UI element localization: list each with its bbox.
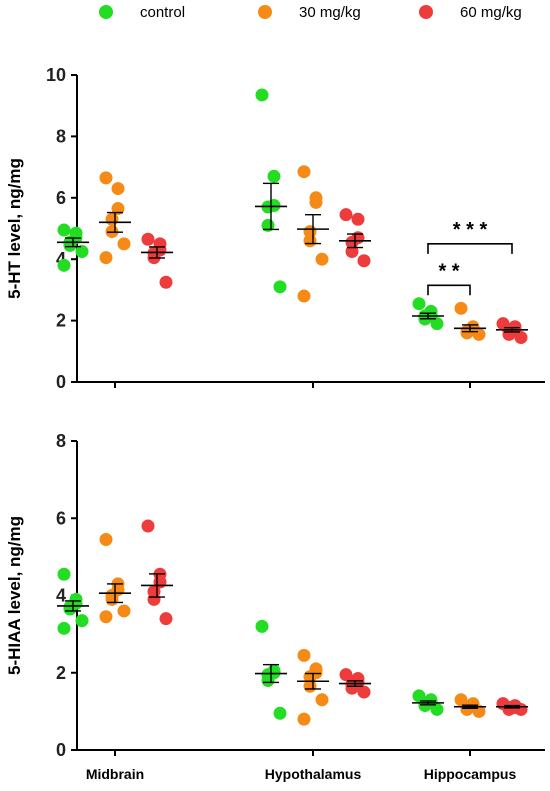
data-point-60-mg-kg xyxy=(339,208,353,222)
x-category-label-midbrain: Midbrain xyxy=(86,766,144,782)
data-point-control xyxy=(261,673,275,687)
significance-label: * * * xyxy=(453,219,488,241)
y-tick-label: 0 xyxy=(56,740,66,760)
data-point-30-mg-kg xyxy=(117,237,131,251)
data-point-control xyxy=(267,169,281,183)
data-point-30-mg-kg xyxy=(309,195,323,209)
data-point-control xyxy=(255,88,269,102)
data-point-control xyxy=(63,238,77,252)
y-axis-title: 5-HT level, ng/mg xyxy=(5,158,24,299)
legend: control 30 mg/kg 60 mg/kg xyxy=(99,4,522,21)
legend-marker-control xyxy=(99,5,113,19)
data-point-30-mg-kg xyxy=(454,301,468,315)
data-point-30-mg-kg xyxy=(472,327,486,341)
data-point-30-mg-kg xyxy=(99,532,113,546)
data-point-60-mg-kg xyxy=(351,212,365,226)
data-point-control xyxy=(63,602,77,616)
data-point-60-mg-kg xyxy=(141,519,155,533)
y-tick-label: 2 xyxy=(56,311,66,331)
data-point-30-mg-kg xyxy=(303,234,317,248)
panel-5ht: 0 2 4 6 8 10 5-HT level, ng/mg * * * * * xyxy=(5,65,545,392)
data-point-60-mg-kg xyxy=(345,245,359,259)
data-point-60-mg-kg xyxy=(357,685,371,699)
y-tick-label: 6 xyxy=(56,508,66,528)
y-tick-label: 0 xyxy=(56,372,66,392)
data-point-30-mg-kg xyxy=(111,182,125,196)
data-point-control xyxy=(412,297,426,311)
data-point-60-mg-kg xyxy=(159,275,173,289)
data-point-30-mg-kg xyxy=(297,648,311,662)
x-category-label-hippocampus: Hippocampus xyxy=(424,766,517,782)
legend-marker-30-mg-kg xyxy=(258,5,272,19)
legend-label-control: control xyxy=(140,4,185,21)
y-tick-label: 10 xyxy=(46,65,66,85)
data-point-30-mg-kg xyxy=(99,171,113,185)
data-point-control xyxy=(273,280,287,294)
category-labels: Midbrain Hypothalamus Hippocampus xyxy=(86,766,517,782)
data-point-control xyxy=(75,245,89,259)
data-point-60-mg-kg xyxy=(159,612,173,626)
y-tick-label: 2 xyxy=(56,663,66,683)
data-point-control xyxy=(57,258,71,272)
legend-label-30-mg-kg: 30 mg/kg xyxy=(299,4,361,21)
data-point-60-mg-kg xyxy=(141,232,155,246)
panel-5hiaa: 0 2 4 6 8 5-HIAA level, ng/mg xyxy=(5,431,545,760)
data-point-control xyxy=(255,619,269,633)
data-point-30-mg-kg xyxy=(105,212,119,226)
data-point-control xyxy=(75,614,89,628)
significance-bracket xyxy=(427,284,471,296)
data-point-control xyxy=(273,706,287,720)
legend-label-60-mg-kg: 60 mg/kg xyxy=(460,4,522,21)
y-tick-label: 8 xyxy=(56,126,66,146)
data-point-30-mg-kg xyxy=(297,289,311,303)
legend-marker-60-mg-kg xyxy=(419,5,433,19)
y-tick-label: 4 xyxy=(56,586,66,606)
data-point-30-mg-kg xyxy=(297,165,311,179)
data-point-60-mg-kg xyxy=(514,330,528,344)
y-tick-label: 6 xyxy=(56,188,66,208)
data-point-control xyxy=(430,317,444,331)
data-point-60-mg-kg xyxy=(357,254,371,268)
data-point-control xyxy=(57,223,71,237)
data-point-30-mg-kg xyxy=(99,251,113,265)
data-point-30-mg-kg xyxy=(117,604,131,618)
data-point-control xyxy=(57,621,71,635)
data-point-30-mg-kg xyxy=(111,202,125,216)
significance-label: * * xyxy=(438,260,459,282)
data-point-30-mg-kg xyxy=(297,712,311,726)
data-point-30-mg-kg xyxy=(315,252,329,266)
significance-bracket xyxy=(427,243,513,254)
data-point-60-mg-kg xyxy=(339,668,353,682)
y-tick-label: 8 xyxy=(56,431,66,451)
data-point-60-mg-kg xyxy=(147,592,161,606)
y-axis-title: 5-HIAA level, ng/mg xyxy=(5,516,24,675)
data-point-30-mg-kg xyxy=(105,592,119,606)
data-point-30-mg-kg xyxy=(99,610,113,624)
data-point-30-mg-kg xyxy=(315,693,329,707)
x-category-label-hypothalamus: Hypothalamus xyxy=(265,766,362,782)
data-point-control xyxy=(430,702,444,716)
data-point-control xyxy=(57,567,71,581)
y-tick-label: 4 xyxy=(56,249,66,269)
